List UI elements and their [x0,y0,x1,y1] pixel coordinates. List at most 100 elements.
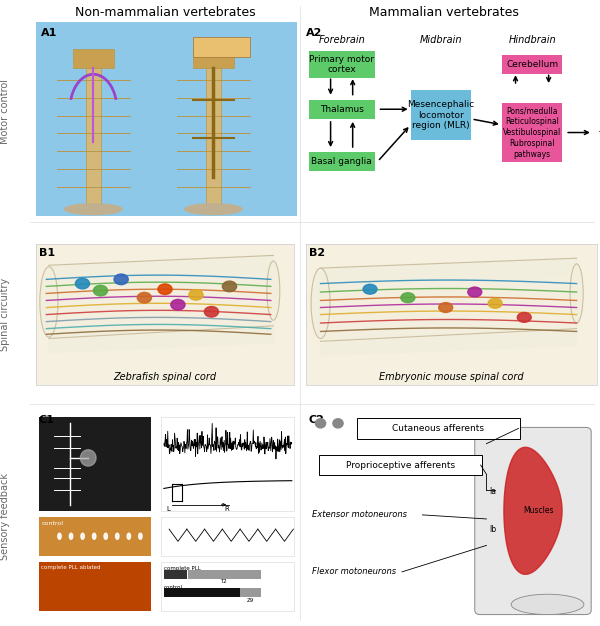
Ellipse shape [189,290,203,300]
Text: Thalamus: Thalamus [320,105,364,114]
Ellipse shape [205,307,218,317]
Polygon shape [320,258,577,285]
Text: Ia: Ia [490,487,496,496]
FancyBboxPatch shape [357,418,520,439]
Ellipse shape [316,419,326,428]
FancyBboxPatch shape [308,51,375,78]
Text: R: R [224,506,229,512]
Text: B2: B2 [309,249,325,259]
Text: Mammalian vertebrates: Mammalian vertebrates [369,6,519,19]
Bar [193,38,250,57]
Ellipse shape [137,292,151,303]
Text: control: control [41,521,63,526]
Bar [188,570,261,579]
Text: Zebrafish spinal cord: Zebrafish spinal cord [113,372,217,382]
Bar [86,68,101,208]
Ellipse shape [333,419,343,428]
Text: A2: A2 [306,28,322,38]
FancyBboxPatch shape [410,90,472,140]
Text: Basal ganglia: Basal ganglia [311,157,372,166]
Ellipse shape [158,284,172,294]
Polygon shape [504,448,562,574]
Ellipse shape [267,261,280,320]
Polygon shape [49,255,274,282]
Text: Z8: Z8 [163,580,170,585]
Ellipse shape [401,293,415,302]
Text: Cerebellum: Cerebellum [506,60,558,69]
Text: complete PLL: complete PLL [164,567,200,572]
Ellipse shape [517,312,531,322]
Ellipse shape [116,533,119,539]
Text: L: L [167,506,170,512]
Bar [161,517,295,556]
Bar [206,68,221,208]
Text: Mesencephalic
locomotor
region (MLR): Mesencephalic locomotor region (MLR) [407,100,475,130]
Text: control: control [164,585,183,590]
FancyBboxPatch shape [308,100,375,119]
Ellipse shape [185,204,242,215]
Bar [164,570,187,579]
Text: T2: T2 [221,580,227,585]
Text: Pons/medulla
Reticulospinal
Vestibulospinal
Rubrospinal
pathways: Pons/medulla Reticulospinal Vestibulospi… [503,106,561,158]
FancyBboxPatch shape [475,428,591,615]
Text: Spinal circuitry: Spinal circuitry [0,278,10,351]
Bar [164,588,239,597]
FancyBboxPatch shape [319,455,482,475]
Text: Hindbrain: Hindbrain [508,36,556,46]
Ellipse shape [468,287,482,297]
Ellipse shape [127,533,131,539]
Text: Z9: Z9 [247,598,254,603]
Ellipse shape [65,204,122,215]
Bar [38,562,151,610]
Ellipse shape [40,267,58,337]
Text: C2: C2 [309,415,325,425]
Text: T6: T6 [199,598,205,603]
Bar [161,562,295,610]
Text: Primary motor
cortex: Primary motor cortex [309,54,374,74]
Ellipse shape [70,533,73,539]
Bar [193,49,235,68]
Text: Forebrain: Forebrain [318,36,365,46]
Ellipse shape [114,274,128,285]
Text: Flexor motoneurons: Flexor motoneurons [312,567,396,577]
Text: complete PLL ablated: complete PLL ablated [41,565,101,570]
Ellipse shape [58,533,61,539]
Text: Extensor motoneurons: Extensor motoneurons [312,510,407,520]
Text: Non-mammalian vertebrates: Non-mammalian vertebrates [74,6,256,19]
Ellipse shape [511,594,584,615]
FancyBboxPatch shape [308,152,375,172]
Text: Motor control: Motor control [0,79,10,143]
Text: A1: A1 [41,28,58,38]
Ellipse shape [92,533,96,539]
Text: Midbrain: Midbrain [420,36,462,46]
Text: Muscles: Muscles [524,506,554,515]
Ellipse shape [171,299,185,310]
Bar [240,588,261,597]
FancyBboxPatch shape [502,103,562,162]
Bar [38,418,151,511]
Text: C1: C1 [38,415,55,425]
Ellipse shape [76,279,89,289]
Text: Sensory feedback: Sensory feedback [0,473,10,560]
Ellipse shape [223,281,236,292]
Ellipse shape [311,268,330,339]
Bar [38,517,151,556]
Text: Embryonic mouse spinal cord: Embryonic mouse spinal cord [379,372,524,382]
Ellipse shape [94,285,107,296]
Text: Cutaneous afferents: Cutaneous afferents [392,424,484,433]
Ellipse shape [363,284,377,294]
Ellipse shape [570,264,583,323]
Bar [73,49,115,68]
Text: Ib: Ib [490,525,496,533]
Text: Proprioceptive afferents: Proprioceptive afferents [346,461,455,470]
Ellipse shape [81,533,85,539]
Ellipse shape [139,533,142,539]
Ellipse shape [488,299,502,308]
FancyBboxPatch shape [502,55,562,74]
Text: B1: B1 [38,249,55,259]
Polygon shape [320,329,577,356]
Ellipse shape [439,302,452,312]
Ellipse shape [80,449,96,466]
Text: To the spinal cord: To the spinal cord [598,105,600,160]
Ellipse shape [104,533,107,539]
